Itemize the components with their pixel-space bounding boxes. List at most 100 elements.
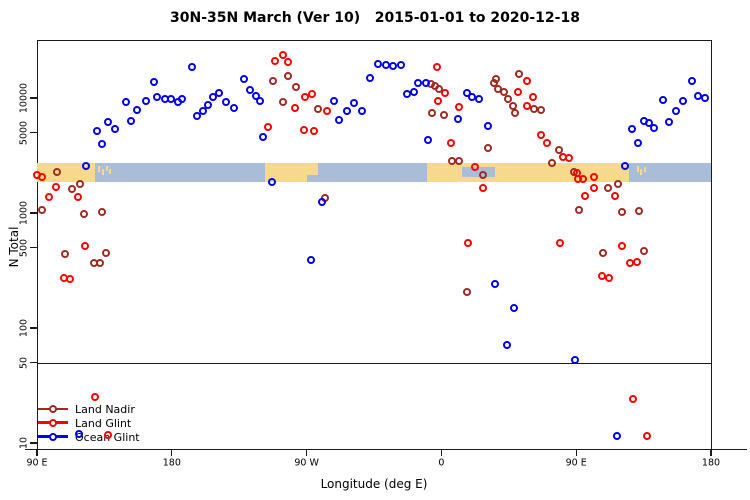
data-point-land-nadir	[463, 287, 471, 296]
data-point-land-glint	[454, 103, 463, 111]
y-tick-label: 1000	[18, 200, 30, 226]
legend-item-land-glint: Land Glint	[38, 416, 168, 430]
data-point-land-nadir	[447, 157, 456, 166]
data-point-ocean-glint	[245, 86, 254, 95]
plot-area	[37, 40, 712, 450]
x-axis-line	[25, 448, 747, 450]
data-point-land-glint	[91, 393, 100, 402]
data-point-land-glint	[104, 431, 113, 440]
island-dot	[98, 166, 101, 172]
data-point-land-nadir	[291, 82, 300, 91]
island-dot	[108, 169, 111, 175]
legend-item-ocean-glint: Ocean Glint	[38, 430, 168, 444]
data-point-land-nadir	[640, 247, 649, 256]
data-point-land-glint	[263, 122, 272, 131]
data-point-land-glint	[278, 51, 287, 60]
data-point-ocean-glint	[678, 96, 687, 105]
mediterranean-sea	[461, 166, 495, 178]
data-point-land-nadir	[618, 208, 627, 216]
data-point-ocean-glint	[413, 79, 422, 87]
data-point-land-nadir	[80, 210, 89, 218]
data-point-ocean-glint	[329, 96, 338, 105]
data-point-land-glint	[300, 93, 309, 101]
y-tick-label: 10000	[18, 82, 30, 114]
legend-label: Land Nadir	[75, 403, 135, 416]
land-glint-marker-icon	[49, 418, 57, 427]
data-point-land-nadir	[614, 179, 623, 188]
x-tick-label: 0	[438, 457, 445, 469]
data-point-ocean-glint	[178, 94, 187, 103]
y-tick-label: 100	[18, 318, 30, 338]
x-tick-label: 180	[701, 457, 721, 469]
x-tick-mark	[171, 449, 173, 456]
x-tick-mark	[575, 449, 577, 456]
land-nadir-marker-icon	[49, 405, 57, 413]
island-dot	[105, 165, 108, 172]
data-point-land-nadir	[61, 250, 69, 258]
data-point-ocean-glint	[252, 92, 261, 101]
y-tick-label: 10	[18, 436, 30, 450]
data-point-land-nadir	[96, 258, 105, 267]
data-point-land-glint	[309, 127, 318, 136]
data-point-land-glint	[565, 153, 574, 162]
data-point-ocean-glint	[503, 341, 511, 350]
data-point-land-glint	[618, 242, 627, 251]
data-point-land-glint	[307, 90, 316, 99]
data-point-land-glint	[440, 88, 449, 97]
data-point-land-nadir	[483, 144, 492, 153]
data-point-land-nadir	[439, 111, 448, 120]
data-point-ocean-glint	[193, 112, 202, 121]
data-point-land-glint	[446, 139, 455, 148]
data-point-land-glint	[633, 257, 642, 266]
data-point-land-glint	[643, 432, 652, 441]
data-point-land-nadir	[511, 108, 520, 117]
data-point-ocean-glint	[229, 104, 238, 113]
data-point-ocean-glint	[93, 127, 102, 136]
data-point-land-nadir	[283, 71, 292, 80]
data-point-ocean-glint	[342, 106, 351, 115]
data-point-ocean-glint	[111, 125, 120, 134]
data-point-land-glint	[513, 87, 522, 96]
data-point-land-glint	[322, 106, 331, 115]
data-point-land-glint	[556, 239, 565, 248]
data-point-ocean-glint	[571, 355, 580, 364]
data-point-land-glint	[523, 77, 532, 86]
gulf-of-mexico	[307, 175, 318, 183]
data-point-land-nadir	[508, 101, 517, 110]
legend-item-land-nadir: Land Nadir	[38, 402, 168, 416]
data-point-ocean-glint	[483, 121, 492, 130]
data-point-ocean-glint	[267, 178, 276, 186]
data-point-land-nadir	[269, 77, 278, 86]
data-point-ocean-glint	[463, 88, 471, 97]
data-point-ocean-glint	[665, 118, 674, 127]
data-point-ocean-glint	[259, 133, 268, 141]
data-point-ocean-glint	[474, 94, 483, 103]
data-point-land-nadir	[555, 146, 564, 154]
data-point-land-glint	[283, 57, 292, 66]
data-point-land-nadir	[500, 87, 508, 96]
legend-label: Land Glint	[75, 416, 132, 430]
data-point-land-glint	[537, 130, 546, 139]
data-point-land-nadir	[76, 179, 85, 188]
x-tick-label: 90 E	[565, 457, 587, 469]
data-point-land-glint	[463, 239, 472, 248]
data-point-ocean-glint	[409, 87, 418, 96]
data-point-land-glint	[74, 192, 83, 201]
data-point-ocean-glint	[671, 106, 680, 115]
data-point-land-glint	[432, 63, 441, 71]
data-point-ocean-glint	[209, 93, 218, 101]
data-point-land-glint	[581, 191, 590, 200]
y-tick-mark	[30, 327, 37, 329]
data-point-land-glint	[81, 241, 90, 250]
data-point-land-nadir	[504, 94, 513, 103]
data-point-land-glint	[66, 274, 75, 283]
x-tick-mark	[710, 449, 712, 456]
data-point-land-glint	[529, 93, 538, 101]
data-point-land-glint	[605, 274, 614, 283]
data-point-land-glint	[611, 191, 620, 200]
data-point-land-nadir	[604, 183, 613, 192]
data-point-land-nadir	[599, 248, 608, 257]
data-point-ocean-glint	[421, 79, 430, 87]
data-point-ocean-glint	[634, 139, 643, 148]
data-point-ocean-glint	[150, 77, 159, 86]
